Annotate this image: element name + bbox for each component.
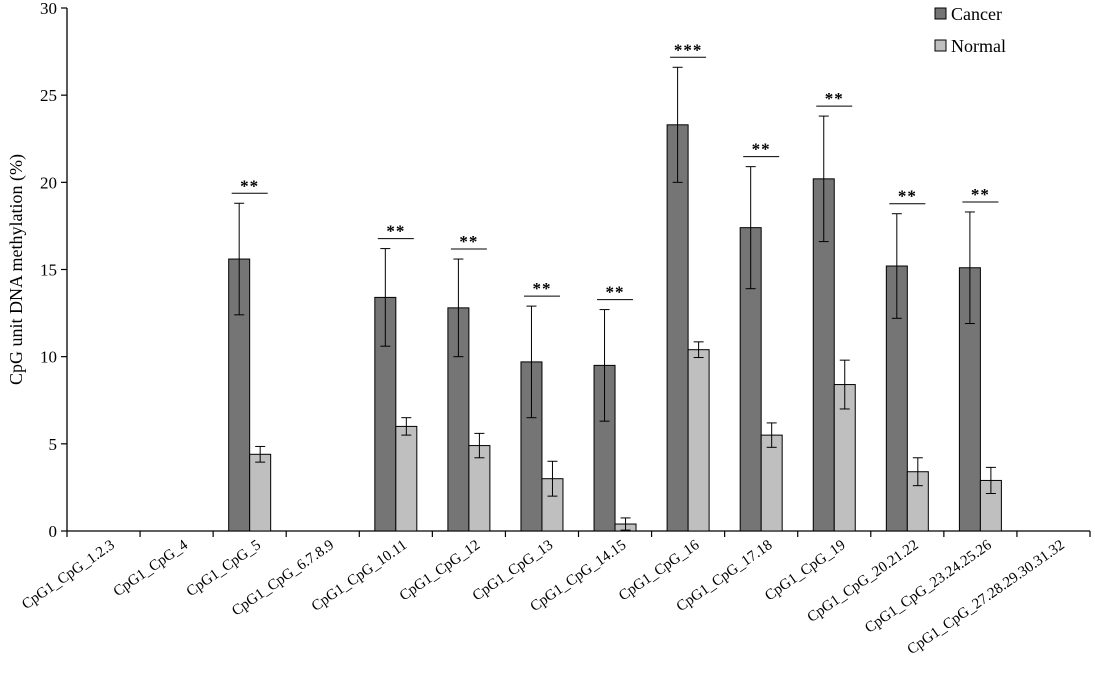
y-axis-label: CpG unit DNA methylation (%) [6, 154, 27, 385]
significance-marker: ** [971, 185, 990, 204]
significance-marker: *** [674, 40, 703, 59]
x-tick-label: CpG1_CpG_12 [397, 537, 483, 604]
legend-swatch-cancer [934, 7, 947, 20]
legend-label-normal: Normal [951, 36, 1006, 56]
significance-marker: ** [240, 176, 259, 195]
significance-marker: ** [606, 283, 625, 302]
bar-normal [760, 434, 783, 532]
error-bars-group [234, 66, 996, 531]
significance-marker: ** [459, 232, 478, 251]
significance-marker: ** [898, 187, 917, 206]
significance-group: ******** *********** ** [231, 40, 999, 302]
significance-marker: ** [825, 89, 844, 108]
significance-marker: ** [532, 279, 551, 298]
bar-normal [249, 453, 272, 532]
bars-group [228, 124, 1002, 532]
y-tick-label: 0 [49, 522, 58, 541]
x-axis-labels: CpG1_CpG_1.2.3CpG1_CpG_4CpG1_CpG_5CpG1_C… [19, 531, 1091, 658]
bar-normal [687, 349, 710, 532]
chart-axes: CpG unit DNA methylation (%) [6, 8, 1090, 532]
y-axis-ticks: 0 5 10 15 20 25 30 [40, 0, 67, 541]
bar-normal [395, 425, 418, 532]
bar-normal [468, 445, 491, 532]
y-tick-label: 25 [40, 86, 57, 105]
significance-marker: ** [752, 140, 771, 159]
x-tick-label: CpG1_CpG_4 [111, 537, 192, 600]
significance-marker: ** [386, 222, 405, 241]
x-tick-label: CpG1_CpG_1.2.3 [19, 537, 118, 613]
y-tick-label: 20 [40, 173, 57, 192]
y-tick-label: 5 [49, 435, 58, 454]
x-tick-label: CpG1_CpG_23.24.25.26 [862, 537, 995, 637]
legend: Cancer Normal [934, 4, 1006, 56]
y-tick-label: 30 [40, 0, 57, 18]
legend-swatch-normal [934, 39, 947, 52]
legend-label-cancer: Cancer [951, 4, 1002, 24]
y-tick-label: 10 [40, 348, 57, 367]
bar-cancer [666, 124, 689, 532]
y-tick-label: 15 [40, 261, 57, 280]
